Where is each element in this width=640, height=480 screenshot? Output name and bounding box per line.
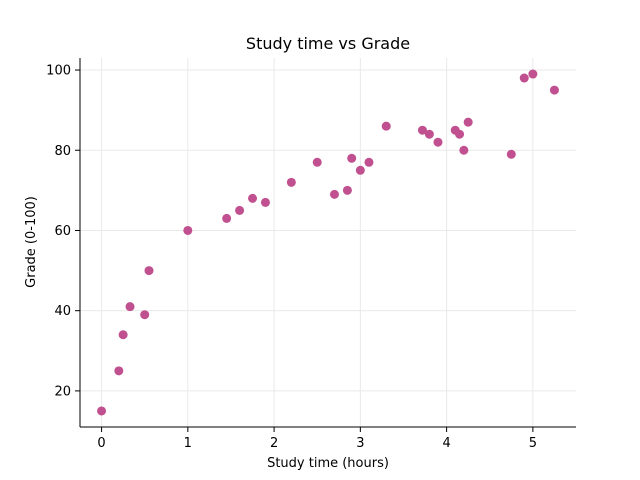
data-point	[235, 205, 245, 215]
data-point	[528, 69, 538, 79]
data-points	[97, 69, 559, 416]
data-point	[125, 302, 135, 312]
data-point	[286, 177, 296, 187]
y-tick-label: 40	[54, 304, 71, 319]
data-point	[549, 85, 559, 95]
data-point	[364, 157, 374, 167]
x-axis-label: Study time (hours)	[267, 456, 389, 471]
data-point	[183, 225, 193, 235]
x-ticks: 0 1 2 3 4 5	[97, 427, 537, 451]
y-tick-label: 80	[54, 144, 71, 159]
data-point	[355, 165, 365, 175]
y-tick-label: 60	[54, 224, 71, 239]
x-tick-label: 4	[442, 436, 450, 451]
data-point	[222, 213, 232, 223]
data-point	[519, 73, 529, 83]
data-point	[459, 145, 469, 155]
data-point	[144, 266, 154, 276]
data-point	[347, 153, 357, 163]
data-point	[248, 193, 258, 203]
data-point	[463, 117, 473, 127]
data-point	[329, 189, 339, 199]
grid	[80, 58, 576, 427]
data-point	[118, 330, 128, 340]
data-point	[114, 366, 124, 376]
data-point	[260, 197, 270, 207]
data-point	[506, 149, 516, 159]
y-axis-label: Grade (0-100)	[24, 196, 39, 288]
x-tick-label: 1	[184, 436, 192, 451]
data-point	[381, 121, 391, 131]
axes	[79, 58, 576, 428]
chart-title: Study time vs Grade	[246, 34, 410, 53]
y-tick-label: 20	[54, 384, 71, 399]
data-point	[312, 157, 322, 167]
x-tick-label: 2	[270, 436, 278, 451]
data-point	[140, 310, 150, 320]
y-ticks: 20 40 60 80 100	[46, 64, 80, 399]
data-point	[417, 125, 427, 135]
data-point	[342, 185, 352, 195]
data-point	[97, 406, 107, 416]
data-point	[424, 129, 434, 139]
data-point	[433, 137, 443, 147]
x-tick-label: 3	[356, 436, 364, 451]
x-tick-label: 0	[97, 436, 105, 451]
x-tick-label: 5	[529, 436, 537, 451]
y-tick-label: 100	[46, 64, 71, 79]
data-point	[455, 129, 465, 139]
